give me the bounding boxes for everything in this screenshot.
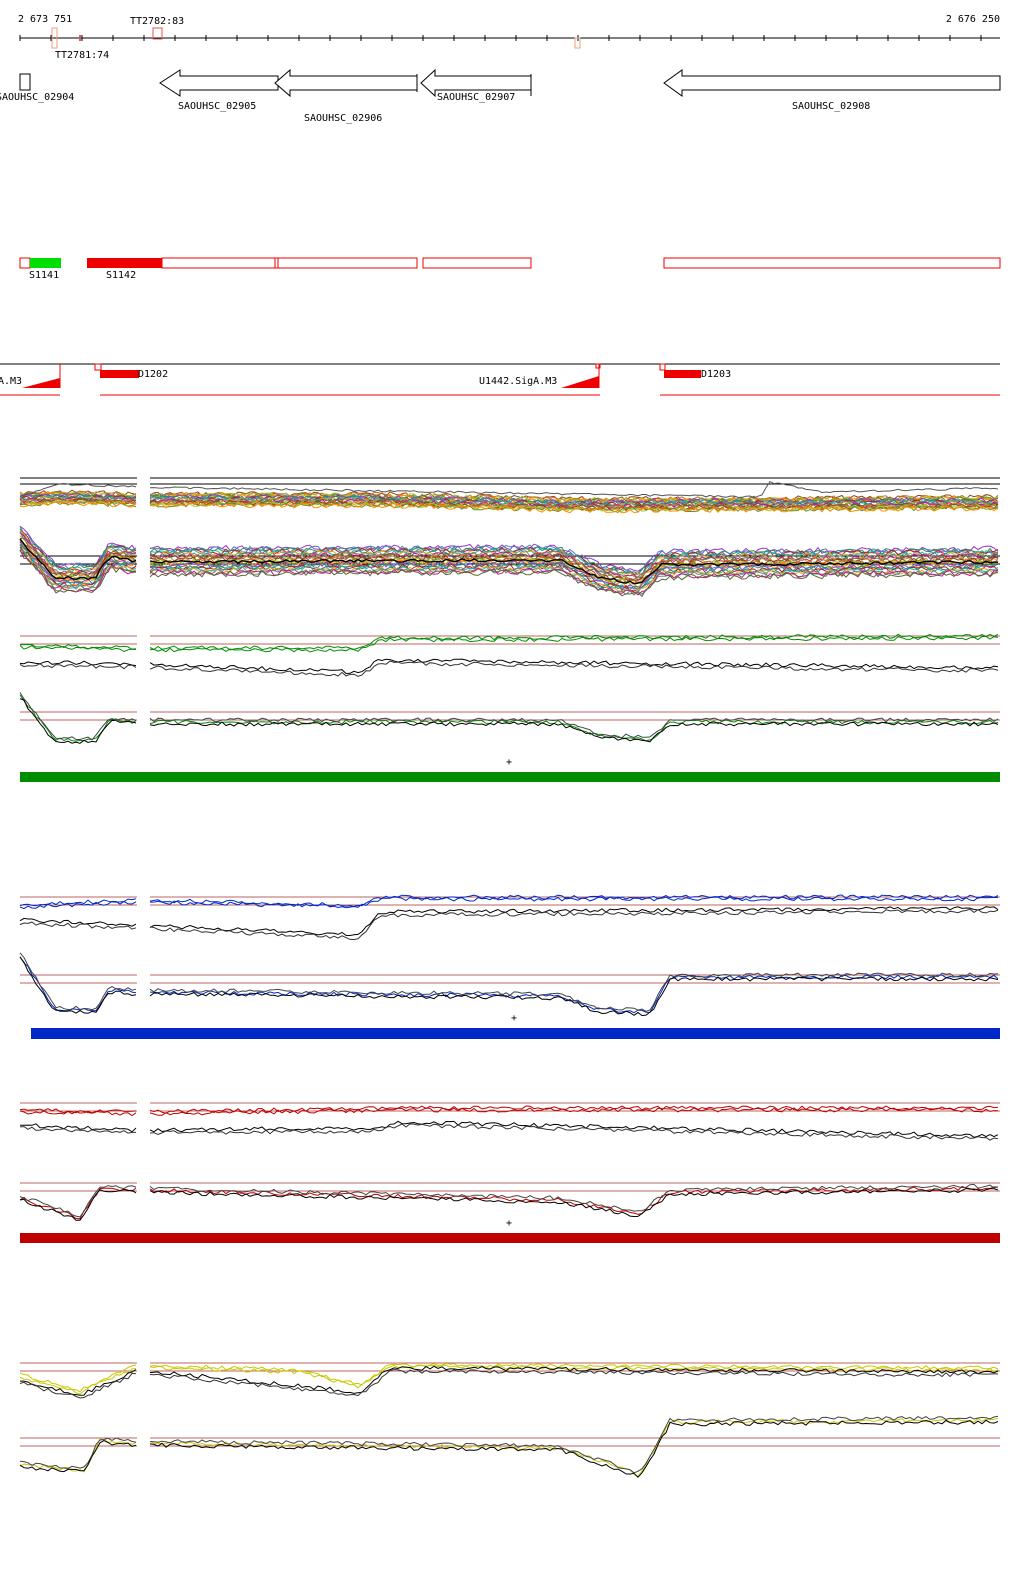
gene-label-saouhsc-02908: SAOUHSC_02908: [792, 101, 870, 112]
segment-box: [161, 257, 276, 269]
panel-expression-line-yellow: [19, 1362, 999, 1393]
panel-reference-line: [19, 698, 999, 744]
domain-label-d1203: D1203: [701, 369, 731, 380]
overview-expression-line: [19, 531, 999, 580]
gene-label-saouhsc-02904: SAOUHSC_02904: [0, 92, 74, 103]
terminator-tick: [79, 35, 81, 41]
panel-reference-line: [19, 1183, 999, 1218]
promoter-label-a-m3: A.M3: [0, 376, 22, 387]
overview-expression-line: [19, 538, 999, 585]
panel-reference-line: [19, 660, 999, 677]
overview-expression-line: [19, 498, 999, 511]
overview-expression-line: [19, 549, 999, 596]
gene-arrow-saouhsc-02907[interactable]: [420, 68, 532, 98]
panel-reference-line: [19, 1187, 999, 1221]
segment-s1141[interactable]: [30, 258, 61, 268]
condition-panels: [19, 633, 1000, 1478]
segment-track: S1141 S1142: [19, 257, 1001, 281]
panel-expression-line-blue: [19, 956, 999, 1014]
promoter-a-m3-shape[interactable]: [22, 378, 60, 388]
segment-box: [19, 257, 31, 269]
gene-label-saouhsc-02905: SAOUHSC_02905: [178, 101, 256, 112]
panel-reference-line: [19, 1419, 999, 1478]
promoter-track: A.M3 U1442.SigA.M3 D1202 D1203: [0, 363, 1000, 396]
overview-expression-line: [19, 480, 999, 499]
overview-expression-line: [19, 532, 999, 582]
condition-bar-blue[interactable]: [31, 1028, 1000, 1039]
terminator-marker-tt2782[interactable]: [152, 27, 163, 40]
panel-strand-mark-blue: +: [511, 1013, 517, 1024]
panel-expression-line-red: [19, 1185, 999, 1220]
condition-bar-green[interactable]: [20, 772, 1000, 782]
panel-strand-mark-green: +: [506, 757, 512, 768]
gene-label-saouhsc-02907: SAOUHSC_02907: [437, 92, 515, 103]
panel-expression-line-green: [19, 635, 999, 653]
coordinate-ruler: 2 673 751 2 676 250 TT2781:74 TT2782:83: [18, 14, 1000, 61]
domain-d1203[interactable]: [664, 370, 701, 378]
panel-reference-line: [19, 908, 999, 941]
panel-expression-line-blue: [19, 896, 998, 910]
domain-label-d1202: D1202: [138, 369, 168, 380]
panel-strand-mark-red: +: [506, 1218, 512, 1229]
segment-box: [277, 257, 418, 269]
segment-box: [422, 257, 532, 269]
promoter-label-u1442: U1442.SigA.M3: [479, 376, 557, 387]
terminator-label-tt2782: TT2782:83: [130, 16, 184, 27]
panel-reference-line: [19, 956, 999, 1017]
overview-expression-line: [19, 500, 999, 514]
terminator-marker-tt2781[interactable]: [51, 27, 58, 49]
panel-expression-line-green: [19, 633, 999, 651]
overview-expression-line: [19, 550, 999, 598]
promoter-u1442-shape[interactable]: [561, 376, 599, 388]
segment-s1142[interactable]: [87, 258, 162, 268]
panel-expression-line-red: [19, 1105, 999, 1114]
panel-reference-line: [19, 1120, 999, 1138]
expression-overview-track: [19, 477, 1000, 598]
ruler-start-label: 2 673 751: [18, 14, 72, 25]
panel-reference-line: [19, 906, 999, 937]
gene-arrow-saouhsc-02904[interactable]: [19, 73, 31, 91]
gene-label-saouhsc-02906: SAOUHSC_02906: [304, 113, 382, 124]
panel-reference-line: [19, 1415, 999, 1474]
panel-reference-line: [19, 692, 999, 741]
ruler-end-label: 2 676 250: [946, 14, 1000, 25]
gene-arrow-saouhsc-02906[interactable]: [274, 68, 418, 98]
panel-expression-line-green: [19, 694, 999, 742]
panel-reference-line: [19, 952, 999, 1012]
gene-track: SAOUHSC_02904 SAOUHSC_02905 SAOUHSC_0290…: [0, 68, 1001, 124]
gene-arrow-saouhsc-02908[interactable]: [663, 69, 1001, 97]
panel-expression-line-red: [19, 1107, 999, 1117]
gene-arrow-saouhsc-02905[interactable]: [159, 69, 279, 97]
segment-label-s1141: S1141: [29, 270, 59, 281]
segment-label-s1142: S1142: [106, 270, 136, 281]
terminator-marker-small[interactable]: [574, 37, 581, 49]
terminator-label-tt2781: TT2781:74: [55, 50, 109, 61]
condition-bar-red[interactable]: [20, 1233, 1000, 1243]
ruler-ticks: [19, 35, 982, 41]
panel-reference-line: [19, 1368, 998, 1399]
domain-d1202[interactable]: [100, 370, 139, 378]
panel-reference-line: [20, 1365, 999, 1396]
segment-box: [663, 257, 1001, 269]
panel-reference-line: [19, 1123, 999, 1141]
